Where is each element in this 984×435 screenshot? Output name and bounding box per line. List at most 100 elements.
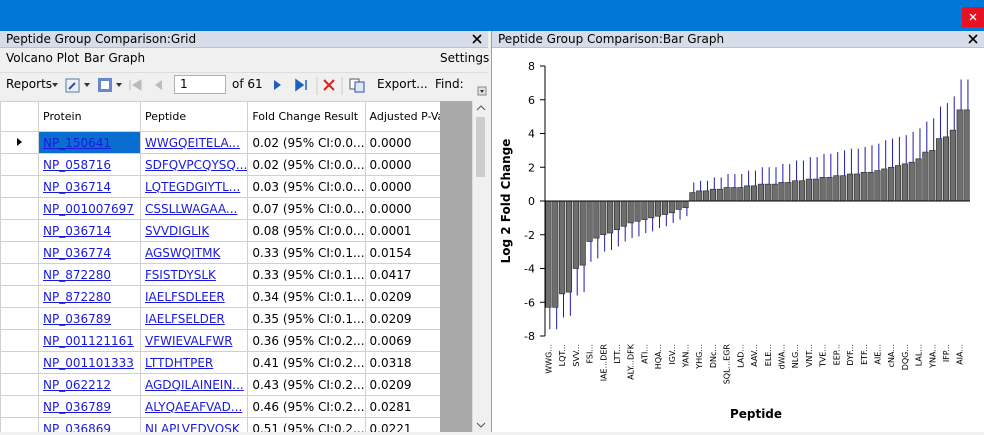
bar xyxy=(812,178,819,202)
protein-link[interactable]: NP_001101333 xyxy=(43,355,134,370)
grid-cell: NP_872280 xyxy=(38,285,141,308)
x-axis-title: Peptide xyxy=(730,407,782,421)
reports-button[interactable]: Reports xyxy=(6,77,53,91)
bar xyxy=(668,200,675,214)
grid-row[interactable]: NP_036869 NLAPLVEDVQSK 0.51 (95% CI:0.2...… xyxy=(0,417,466,433)
protein-link[interactable]: NP_058716 xyxy=(43,157,112,172)
column-header[interactable]: Adjusted P-Value xyxy=(364,101,466,132)
x-tick-label: FSI... xyxy=(586,344,595,364)
bar xyxy=(675,200,682,210)
bar xyxy=(826,177,833,202)
bar xyxy=(620,200,627,227)
grid-row[interactable]: NP_001007697 CSSLLWAGAA... 0.07 (95% CI:0.… xyxy=(0,197,466,220)
grid-row[interactable]: NP_872280 FSISTDYSLK 0.33 (95% CI:0.1... 0.… xyxy=(0,263,466,286)
bar xyxy=(771,183,778,202)
bar xyxy=(894,165,902,202)
grid-row[interactable]: NP_058716 SDFQVPCQYSQ... 0.02 (95% CI:0.0.… xyxy=(0,153,466,176)
grid-row[interactable]: NP_001101333 LTTDHTPER 0.41 (95% CI:0.2...… xyxy=(0,351,466,374)
grid-row[interactable]: NP_150641 WWGQEITELA... 0.02 (95% CI:0.0..… xyxy=(0,131,466,154)
bar xyxy=(709,188,716,202)
bar xyxy=(901,163,908,202)
bar xyxy=(792,180,799,202)
grid-row[interactable]: NP_036714 LQTEGDGIYTL... 0.03 (95% CI:0.0.… xyxy=(0,175,466,198)
protein-link[interactable]: NP_001121161 xyxy=(43,333,134,348)
grid-cell: 0.35 (95% CI:0.1... xyxy=(247,307,366,330)
grid-row[interactable]: NP_872280 IAELFSDLEER 0.34 (95% CI:0.1... 0… xyxy=(0,285,466,308)
grid-cell: FSISTDYSLK xyxy=(139,263,249,286)
grid-panel: Peptide Group Comparison:Grid Volcano Pl… xyxy=(0,31,490,432)
page-input[interactable]: 1 xyxy=(174,75,226,94)
peptide-link[interactable]: SDFQVPCQYSQ... xyxy=(145,157,248,172)
peptide-link[interactable]: LTTDHTPER xyxy=(145,355,214,370)
bar xyxy=(805,178,812,202)
column-header[interactable]: Peptide xyxy=(139,101,249,132)
x-tick-label: DYF... xyxy=(846,344,855,366)
protein-link[interactable]: NP_872280 xyxy=(43,267,112,282)
grid-row[interactable]: NP_036714 SVVDIGLIK 0.08 (95% CI:0.0... 0.0… xyxy=(0,219,466,242)
peptide-link[interactable]: WWGQEITELA... xyxy=(145,135,240,150)
peptide-link[interactable]: IAELFSDLEER xyxy=(145,289,225,304)
scrollbar-parts xyxy=(476,105,486,428)
export-button[interactable]: Export... xyxy=(377,77,428,91)
y-tick-label: 4 xyxy=(528,128,535,141)
peptide-link[interactable]: NLAPLVEDVQSK xyxy=(145,421,240,433)
peptide-link[interactable]: CSSLLWAGAA... xyxy=(145,201,238,216)
panel-close[interactable] xyxy=(968,34,978,44)
peptide-link[interactable]: VFWIEVALFWR xyxy=(145,333,233,348)
grid-cell: NP_062212 xyxy=(38,373,141,396)
panel-close[interactable] xyxy=(472,34,482,44)
protein-link[interactable]: NP_001007697 xyxy=(43,201,134,216)
bar xyxy=(867,172,874,202)
protein-link[interactable]: NP_036789 xyxy=(43,311,112,326)
data-grid: Protein Peptide Fold Change Result Adjusted… xyxy=(0,101,472,432)
grid-cell: 0.02 (95% CI:0.0... xyxy=(247,131,366,154)
peptide-link[interactable]: IAELFSELDER xyxy=(145,311,225,326)
grid-cell: NP_872280 xyxy=(38,263,141,286)
protein-link[interactable]: NP_036789 xyxy=(43,399,112,414)
settings-menu[interactable]: Settings xyxy=(440,51,490,65)
peptide-link[interactable]: LQTEGDGIYTL... xyxy=(145,179,241,194)
grid-row[interactable]: NP_001121161 VFWIEVALFWR 0.36 (95% CI:0.2.… xyxy=(0,329,466,352)
peptide-link[interactable]: ALYQAEAFVAD... xyxy=(145,399,243,414)
row-header xyxy=(0,175,39,198)
peptide-link[interactable]: AGDQILAINEIN... xyxy=(145,377,244,392)
protein-link[interactable]: NP_036714 xyxy=(43,223,112,238)
protein-link[interactable]: NP_036774 xyxy=(43,245,112,260)
column-header[interactable]: Protein xyxy=(38,101,141,132)
grid-cell: 0.36 (95% CI:0.2... xyxy=(247,329,366,352)
grid-row[interactable]: NP_036774 AGSWQITMK 0.33 (95% CI:0.1... 0.0… xyxy=(0,241,466,264)
protein-link[interactable]: NP_036869 xyxy=(43,421,112,433)
protein-link[interactable]: NP_062212 xyxy=(43,377,112,392)
bar xyxy=(956,109,963,202)
grid-row[interactable]: NP_036789 ALYQAEAFVAD... 0.46 (95% CI:0.2.… xyxy=(0,395,466,418)
page-count: of 61 xyxy=(232,77,263,91)
column-header[interactable]: Fold Change Result xyxy=(247,101,366,132)
grid-row[interactable]: NP_062212 AGDQILAINEIN... 0.43 (95% CI:0.2… xyxy=(0,373,466,396)
bar xyxy=(888,166,895,202)
grid-cell: IAELFSELDER xyxy=(139,307,249,330)
x-tick-label: LAD... xyxy=(736,344,745,368)
protein-link[interactable]: NP_036714 xyxy=(43,179,112,194)
grid-row[interactable]: NP_036789 IAELFSELDER 0.35 (95% CI:0.1... 0… xyxy=(0,307,466,330)
bar xyxy=(661,200,669,215)
menu-item[interactable]: Volcano Plot xyxy=(6,51,80,65)
bar xyxy=(785,182,792,202)
bar xyxy=(559,200,566,295)
peptide-link[interactable]: SVVDIGLIK xyxy=(145,223,210,238)
bar xyxy=(860,172,867,202)
grid-cell: 0.33 (95% CI:0.1... xyxy=(247,241,366,264)
bar xyxy=(757,183,764,202)
protein-link[interactable]: NP_872280 xyxy=(43,289,112,304)
bar xyxy=(936,138,943,202)
protein-link[interactable]: NP_150641 xyxy=(43,135,112,150)
peptide-link[interactable]: AGSWQITMK xyxy=(145,245,221,260)
vertical-scrollbar[interactable] xyxy=(472,101,488,432)
y-tick-label: -2 xyxy=(524,229,535,242)
window-close-button[interactable] xyxy=(962,7,984,27)
row-header xyxy=(0,153,39,176)
peptide-link[interactable]: FSISTDYSLK xyxy=(145,267,216,282)
grid-cell: 0.43 (95% CI:0.2... xyxy=(247,373,366,396)
menu-item[interactable]: Bar Graph xyxy=(84,51,146,65)
grid-cell: NP_001101333 xyxy=(38,351,141,374)
